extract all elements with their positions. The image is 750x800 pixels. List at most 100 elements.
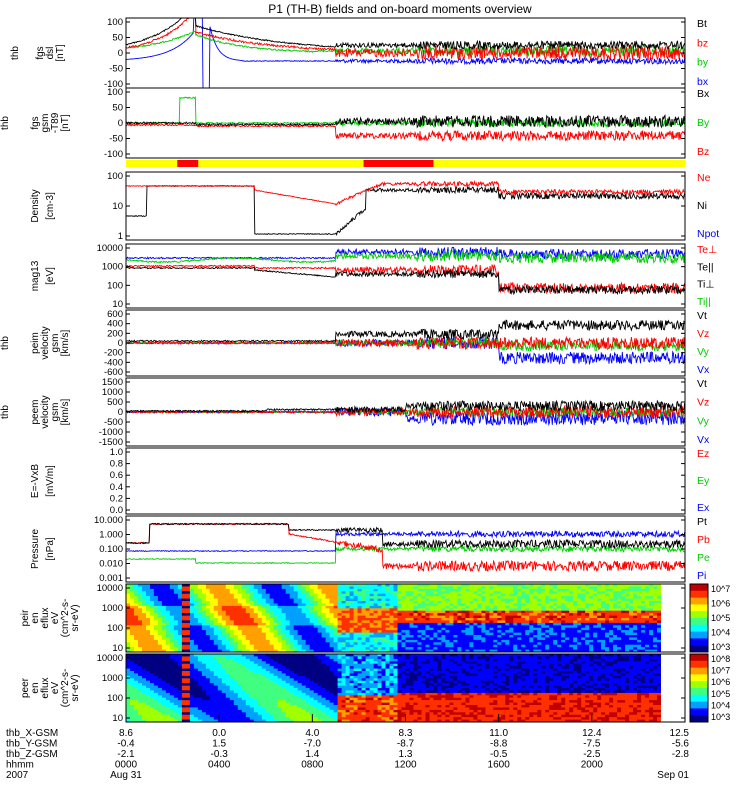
spectrogram-cell bbox=[481, 584, 486, 587]
spectrogram-cell bbox=[345, 627, 351, 631]
legend-fgs-dsl-1: bz bbox=[697, 37, 708, 49]
spectrogram-cell bbox=[138, 630, 143, 634]
spectrogram-cell bbox=[377, 601, 383, 604]
spectrogram-cell bbox=[489, 637, 494, 641]
spectrogram-cell bbox=[153, 719, 159, 722]
spectrogram-cell bbox=[257, 635, 263, 638]
spectrogram-cell bbox=[585, 596, 590, 600]
spectrogram-cell bbox=[293, 642, 299, 646]
spectrogram-cell bbox=[477, 610, 482, 614]
spectrogram-cell bbox=[321, 593, 327, 597]
spectrogram-cell bbox=[381, 608, 387, 612]
spectrogram-cell bbox=[485, 620, 490, 624]
spectrogram-cell bbox=[309, 618, 315, 621]
spectrogram-cell bbox=[213, 700, 219, 704]
spectrogram-cell bbox=[625, 591, 630, 595]
spectrogram-cell bbox=[153, 635, 159, 638]
spectrogram-cell bbox=[505, 591, 510, 595]
spectrogram-cell bbox=[577, 608, 582, 612]
spectrogram-cell bbox=[461, 584, 466, 587]
spectrogram-cell bbox=[589, 586, 594, 590]
spectrogram-cell bbox=[281, 639, 287, 643]
spectrogram-cell bbox=[329, 632, 335, 636]
spectrogram-cell bbox=[229, 618, 235, 621]
spectrogram-cell bbox=[469, 593, 474, 597]
spectrogram-cell bbox=[369, 647, 375, 651]
spectrogram-cell bbox=[365, 601, 371, 604]
spectrogram-cell bbox=[513, 613, 518, 617]
spectrogram-cell bbox=[421, 630, 427, 634]
spectrogram-cell bbox=[173, 637, 179, 641]
spectrogram-cell bbox=[365, 610, 371, 614]
spectrogram-cell bbox=[185, 618, 191, 621]
spectrogram-cell bbox=[389, 637, 395, 641]
spectrogram-cell bbox=[337, 618, 343, 621]
spectrogram-cell bbox=[529, 588, 534, 592]
spectrogram-cell bbox=[130, 603, 135, 607]
spectrogram-cell bbox=[229, 658, 235, 662]
spectrogram-cell bbox=[469, 647, 474, 651]
spectrogram-cell bbox=[150, 707, 155, 711]
spectrogram-cell bbox=[625, 618, 630, 621]
spectrogram-cell bbox=[497, 639, 502, 643]
spectrogram-cell bbox=[461, 586, 466, 590]
spectrogram-cell bbox=[130, 685, 135, 689]
spectrogram-cell bbox=[509, 632, 514, 636]
spectrogram-cell bbox=[473, 625, 478, 629]
spectrogram-cell bbox=[233, 683, 239, 687]
spectrogram-cell bbox=[142, 603, 147, 607]
spectrogram-cell bbox=[673, 635, 678, 638]
spectrogram-cell bbox=[305, 639, 311, 643]
spectrogram-cell bbox=[265, 610, 271, 614]
spectrogram-cell bbox=[233, 690, 239, 694]
spectrogram-cell bbox=[193, 695, 199, 699]
spectrogram-cell bbox=[425, 625, 431, 629]
spectrogram-cell bbox=[537, 584, 542, 587]
spectrogram-cell bbox=[237, 639, 243, 643]
spectrogram-cell bbox=[305, 642, 311, 646]
spectrogram-cell bbox=[613, 647, 618, 651]
spectrogram-cell bbox=[469, 596, 474, 600]
spectrogram-cell bbox=[269, 632, 275, 636]
spectrogram-cell bbox=[126, 678, 131, 682]
spectrogram-cell bbox=[181, 709, 187, 713]
ytick-label: 1000 bbox=[102, 603, 123, 614]
spectrogram-cell bbox=[213, 712, 219, 716]
spectrogram-cell bbox=[197, 630, 203, 634]
spectrogram-cell bbox=[138, 700, 143, 704]
spectrogram-cell bbox=[185, 656, 191, 660]
spectrogram-cell bbox=[153, 707, 159, 711]
spectrogram-cell bbox=[193, 683, 199, 687]
spectrogram-cell bbox=[301, 635, 307, 638]
spectrogram-cell bbox=[189, 685, 195, 689]
spectrogram-cell bbox=[425, 644, 431, 648]
legend-peim-velocity-3: Vx bbox=[697, 364, 710, 376]
spectrogram-cell bbox=[573, 622, 578, 626]
spectrogram-cell bbox=[301, 649, 307, 652]
frame-peim-velocity bbox=[125, 309, 686, 377]
spectrogram-cell bbox=[497, 620, 502, 624]
spectrogram-cell bbox=[193, 668, 199, 672]
ytick-label: 0.2 bbox=[110, 493, 123, 504]
spectrogram-cell bbox=[173, 714, 179, 718]
spectrogram-cell bbox=[601, 635, 606, 638]
ytick-label: 0 bbox=[118, 118, 123, 129]
spectrogram-cell bbox=[649, 642, 654, 646]
spectrogram-cell bbox=[605, 649, 610, 652]
spectrogram-cell bbox=[173, 717, 179, 721]
spectrogram-cell bbox=[205, 601, 211, 604]
spectrogram-cell bbox=[633, 620, 638, 624]
spectrogram-cell bbox=[341, 622, 347, 626]
spectrogram-cell bbox=[165, 663, 171, 667]
spectrogram-cell bbox=[285, 584, 291, 587]
spectrogram-cell bbox=[313, 635, 319, 638]
spectrogram-cell bbox=[681, 605, 685, 609]
spectrogram-cell bbox=[561, 649, 566, 652]
spectrogram-cell bbox=[441, 618, 446, 621]
spectrogram-cell bbox=[653, 630, 658, 634]
spectrogram-cell bbox=[150, 613, 155, 617]
spectrogram-cell bbox=[541, 598, 546, 602]
spectrogram-cell bbox=[365, 639, 371, 643]
spectrogram-cell bbox=[577, 588, 582, 592]
spectrogram-cell bbox=[317, 613, 323, 617]
